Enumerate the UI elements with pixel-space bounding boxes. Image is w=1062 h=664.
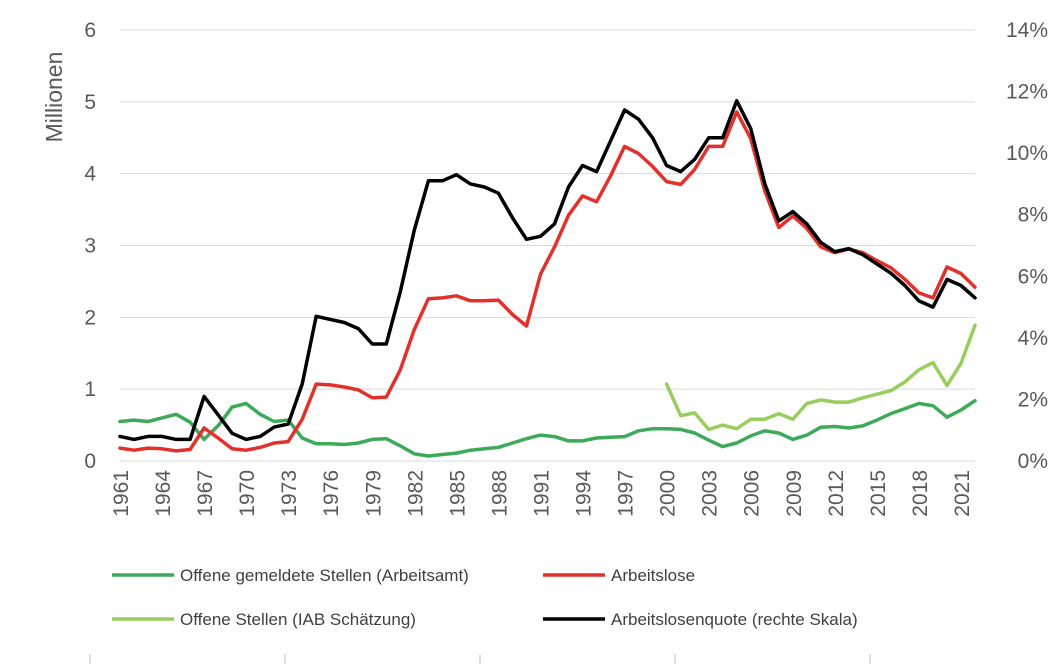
x-tick-label: 1994 xyxy=(573,470,596,517)
series-line-3 xyxy=(118,99,977,442)
y-tick-label: 5 xyxy=(84,91,96,114)
svg-text:Arbeitslosenquote (rechte Skal: Arbeitslosenquote (rechte Skala) xyxy=(611,610,858,629)
x-tick-label: 1976 xyxy=(320,470,343,517)
y2-tick-label: 2% xyxy=(1018,388,1048,411)
x-tick-label: 2021 xyxy=(951,470,974,517)
x-tick-label: 1982 xyxy=(404,470,427,517)
x-tick-label: 2003 xyxy=(699,470,722,517)
y-tick-label: 1 xyxy=(84,378,96,401)
x-tick-label: 1988 xyxy=(488,470,511,517)
legend-item-offene-gemeldete-stellen: Offene gemeldete Stellen (Arbeitsamt) xyxy=(112,566,469,585)
svg-text:Arbeitslose: Arbeitslose xyxy=(611,566,695,585)
series-line-2 xyxy=(664,323,977,432)
legend-item-arbeitslose: Arbeitslose xyxy=(543,566,695,585)
x-tick-label: 2018 xyxy=(909,470,932,517)
y2-tick-label: 12% xyxy=(1006,81,1048,104)
x-tick-label: 1985 xyxy=(446,470,469,517)
x-tick-label: 1973 xyxy=(278,470,301,517)
legend-item-arbeitslosenquote: Arbeitslosenquote (rechte Skala) xyxy=(543,610,858,629)
y2-tick-label: 14% xyxy=(1006,19,1048,42)
y-tick-label: 2 xyxy=(84,306,96,329)
x-tick-label: 1961 xyxy=(110,470,133,517)
x-tick-label: 1967 xyxy=(194,470,217,517)
x-tick-label: 2015 xyxy=(867,470,890,517)
y-tick-label: 3 xyxy=(84,235,96,258)
x-tick-label: 2006 xyxy=(741,470,764,517)
y2-tick-label: 10% xyxy=(1006,142,1048,165)
y-axis-title: Millionen xyxy=(41,52,67,143)
y-axis-left-ticks: 0 1 2 3 4 5 6 xyxy=(84,19,96,473)
x-tick-label: 1997 xyxy=(615,470,638,517)
x-tick-label: 1970 xyxy=(236,470,259,517)
x-tick-label: 1979 xyxy=(362,470,385,517)
x-axis-ticks: 1961 1964 1967 1970 1973 1976 1979 1982 1985 1988… xyxy=(110,470,974,517)
y-tick-label: 4 xyxy=(84,163,96,186)
y2-tick-label: 6% xyxy=(1018,265,1048,288)
svg-text:Offene Stellen (IAB Schätzung): Offene Stellen (IAB Schätzung) xyxy=(180,610,416,629)
y-axis-right-ticks: 0% 2% 4% 6% 8% 10% 12% 14% xyxy=(1006,19,1048,473)
legend: Offene gemeldete Stellen (Arbeitsamt) Ar… xyxy=(112,566,858,629)
series-line-1 xyxy=(118,110,977,453)
y2-tick-label: 4% xyxy=(1018,327,1048,350)
x-tick-label: 1991 xyxy=(530,470,553,517)
x-tick-label: 2000 xyxy=(657,470,680,517)
y2-tick-label: 0% xyxy=(1018,450,1048,473)
x-tick-label: 1964 xyxy=(152,470,175,517)
y2-tick-label: 8% xyxy=(1018,204,1048,227)
gridlines xyxy=(120,29,975,462)
y-tick-label: 6 xyxy=(84,19,96,42)
legend-item-offene-stellen-iab: Offene Stellen (IAB Schätzung) xyxy=(112,610,416,629)
y-tick-label: 0 xyxy=(84,450,96,473)
series-lines xyxy=(118,99,977,458)
x-tick-label: 2009 xyxy=(783,470,806,517)
series-line-0 xyxy=(118,398,977,458)
x-tick-label: 2012 xyxy=(825,470,848,517)
bottom-separator-ticks xyxy=(89,654,871,664)
svg-text:Offene gemeldete Stellen (Arbe: Offene gemeldete Stellen (Arbeitsamt) xyxy=(180,566,469,585)
